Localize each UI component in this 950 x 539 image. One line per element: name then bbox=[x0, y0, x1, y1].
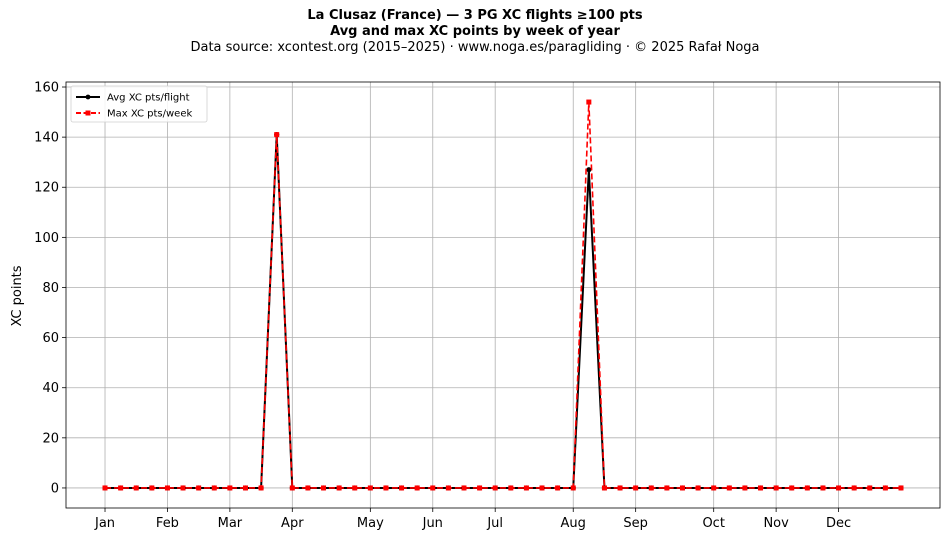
plot-frame bbox=[65, 81, 941, 509]
data-point bbox=[492, 485, 498, 491]
x-tick-label: Jan bbox=[94, 516, 115, 531]
data-point bbox=[258, 485, 264, 491]
data-point bbox=[555, 485, 561, 491]
data-point bbox=[149, 485, 155, 491]
data-point bbox=[211, 485, 217, 491]
data-point bbox=[352, 485, 358, 491]
axes: 0 20 40 60 80 100 120 140 160 Jan Feb Mar Apr May Jun J… bbox=[34, 81, 941, 531]
x-tick-label: Sep bbox=[623, 516, 648, 531]
x-tick-label: Nov bbox=[763, 516, 789, 531]
data-point bbox=[508, 485, 514, 491]
legend-box bbox=[70, 85, 208, 123]
data-point bbox=[789, 485, 795, 491]
x-tick-label: May bbox=[357, 516, 384, 531]
data-point bbox=[321, 485, 327, 491]
legend: Avg XC pts/flight Max XC pts/week bbox=[70, 85, 208, 123]
data-point bbox=[586, 99, 592, 105]
data-point bbox=[726, 485, 732, 491]
legend-entry: Avg XC pts/flight bbox=[76, 93, 190, 104]
y-axis-label: XC points bbox=[10, 265, 25, 326]
data-point bbox=[742, 485, 748, 491]
data-point bbox=[773, 485, 779, 491]
data-point bbox=[164, 485, 170, 491]
data-point bbox=[711, 485, 717, 491]
data-point bbox=[523, 485, 529, 491]
data-point bbox=[336, 485, 342, 491]
data-point bbox=[102, 485, 108, 491]
data-point bbox=[820, 485, 826, 491]
legend-marker bbox=[85, 110, 91, 116]
data-point bbox=[633, 485, 639, 491]
data-point bbox=[539, 485, 545, 491]
y-tick-label: 160 bbox=[34, 81, 59, 96]
data-point bbox=[664, 485, 670, 491]
y-tick-label: 60 bbox=[42, 331, 59, 346]
legend-marker bbox=[85, 94, 91, 100]
data-point bbox=[196, 485, 202, 491]
data-point bbox=[898, 485, 904, 491]
data-point bbox=[617, 485, 623, 491]
x-tick-label: Jun bbox=[422, 516, 443, 531]
series-max bbox=[102, 99, 904, 491]
x-tick-label: Oct bbox=[702, 516, 724, 531]
x-tick-label: Feb bbox=[156, 516, 179, 531]
series-line bbox=[105, 101, 901, 489]
data-point bbox=[118, 485, 124, 491]
data-point bbox=[383, 485, 389, 491]
data-point bbox=[445, 485, 451, 491]
x-tick-label: Jul bbox=[486, 516, 503, 531]
legend-label: Avg XC pts/flight bbox=[107, 93, 190, 104]
data-point bbox=[227, 485, 233, 491]
x-tick-label: Aug bbox=[561, 516, 586, 531]
data-point bbox=[274, 132, 280, 138]
data-point bbox=[570, 485, 576, 491]
data-point bbox=[367, 485, 373, 491]
x-tick-label: Apr bbox=[281, 516, 304, 531]
grid-lines bbox=[66, 82, 940, 508]
data-point bbox=[133, 485, 139, 491]
data-point bbox=[804, 485, 810, 491]
chart-subtitle: Avg and max XC points by week of year bbox=[330, 24, 620, 39]
data-point bbox=[289, 485, 295, 491]
data-point bbox=[461, 485, 467, 491]
y-tick-label: 0 bbox=[51, 481, 59, 496]
data-point bbox=[882, 485, 888, 491]
data-point bbox=[430, 485, 436, 491]
data-point bbox=[477, 485, 483, 491]
data-point bbox=[836, 485, 842, 491]
data-point bbox=[399, 485, 405, 491]
y-tick-label: 100 bbox=[34, 231, 59, 246]
data-point bbox=[648, 485, 654, 491]
chart-titles: La Clusaz (France) — 3 PG XC flights ≥10… bbox=[0, 8, 950, 56]
data-point bbox=[586, 167, 592, 173]
legend-entry: Max XC pts/week bbox=[76, 109, 192, 120]
data-point bbox=[679, 485, 685, 491]
y-tick-label: 120 bbox=[34, 181, 59, 196]
data-point bbox=[242, 485, 248, 491]
x-tick-label: Dec bbox=[826, 516, 851, 531]
data-point bbox=[180, 485, 186, 491]
data-point bbox=[601, 485, 607, 491]
data-point bbox=[695, 485, 701, 491]
data-point bbox=[867, 485, 873, 491]
y-tick-label: 80 bbox=[42, 281, 59, 296]
data-point bbox=[414, 485, 420, 491]
x-tick-label: Mar bbox=[218, 516, 243, 531]
chart-source: Data source: xcontest.org (2015–2025) · … bbox=[190, 40, 760, 55]
chart-title: La Clusaz (France) — 3 PG XC flights ≥10… bbox=[307, 8, 643, 23]
legend-label: Max XC pts/week bbox=[107, 109, 192, 120]
y-tick-label: 140 bbox=[34, 131, 59, 146]
y-tick-label: 40 bbox=[42, 381, 59, 396]
data-point bbox=[305, 485, 311, 491]
data-point bbox=[851, 485, 857, 491]
data-point bbox=[758, 485, 764, 491]
series-avg bbox=[102, 132, 904, 491]
y-tick-label: 20 bbox=[42, 431, 59, 446]
